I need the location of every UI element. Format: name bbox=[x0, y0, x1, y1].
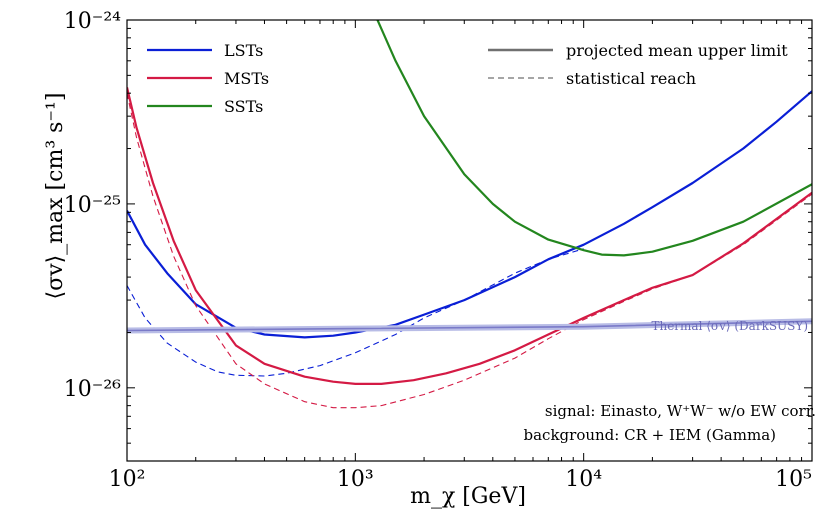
legend-right: projected mean upper limit statistical r… bbox=[488, 41, 788, 88]
legend-label-statistical: statistical reach bbox=[566, 69, 696, 88]
x-axis-label: m_χ [GeV] bbox=[410, 484, 526, 509]
thermal-label: Thermal ⟨σv⟩ (DarkSUSY) bbox=[651, 319, 808, 333]
y-tick-label-1e-26: 10⁻²⁶ bbox=[64, 377, 121, 402]
annotation-signal: signal: Einasto, W⁺W⁻ w/o EW corr. bbox=[545, 402, 816, 420]
legend-label-lsts: LSTs bbox=[224, 41, 263, 60]
series-msts-solid bbox=[127, 87, 812, 385]
x-tick-label-1e2: 10² bbox=[109, 467, 146, 492]
x-tick-label-1e4: 10⁴ bbox=[565, 467, 602, 492]
x-tick-label-1e3: 10³ bbox=[337, 467, 374, 492]
series-lsts-solid bbox=[127, 90, 812, 339]
series-lsts-dashed bbox=[127, 248, 584, 377]
y-tick-label-1e-25: 10⁻²⁵ bbox=[64, 193, 121, 218]
legend-label-ssts: SSTs bbox=[224, 97, 263, 116]
y-axis-label: ⟨σv⟩_max [cm³ s⁻¹] bbox=[43, 93, 68, 300]
y-tick-label-1e-24: 10⁻²⁴ bbox=[64, 9, 121, 34]
series-msts-dashed bbox=[127, 93, 812, 409]
series-layer bbox=[127, 20, 812, 409]
x-tick-label-1e5: 10⁵ bbox=[775, 467, 812, 492]
annotation-background: background: CR + IEM (Gamma) bbox=[524, 426, 776, 444]
series-ssts-solid bbox=[376, 20, 812, 257]
tick-layer bbox=[126, 19, 813, 462]
legend-label-msts: MSTs bbox=[224, 69, 269, 88]
legend-label-projected: projected mean upper limit bbox=[566, 41, 788, 60]
series-thermal-line bbox=[127, 320, 812, 332]
legend-left: LSTs MSTs SSTs bbox=[147, 41, 269, 116]
plot-frame bbox=[126, 19, 813, 462]
